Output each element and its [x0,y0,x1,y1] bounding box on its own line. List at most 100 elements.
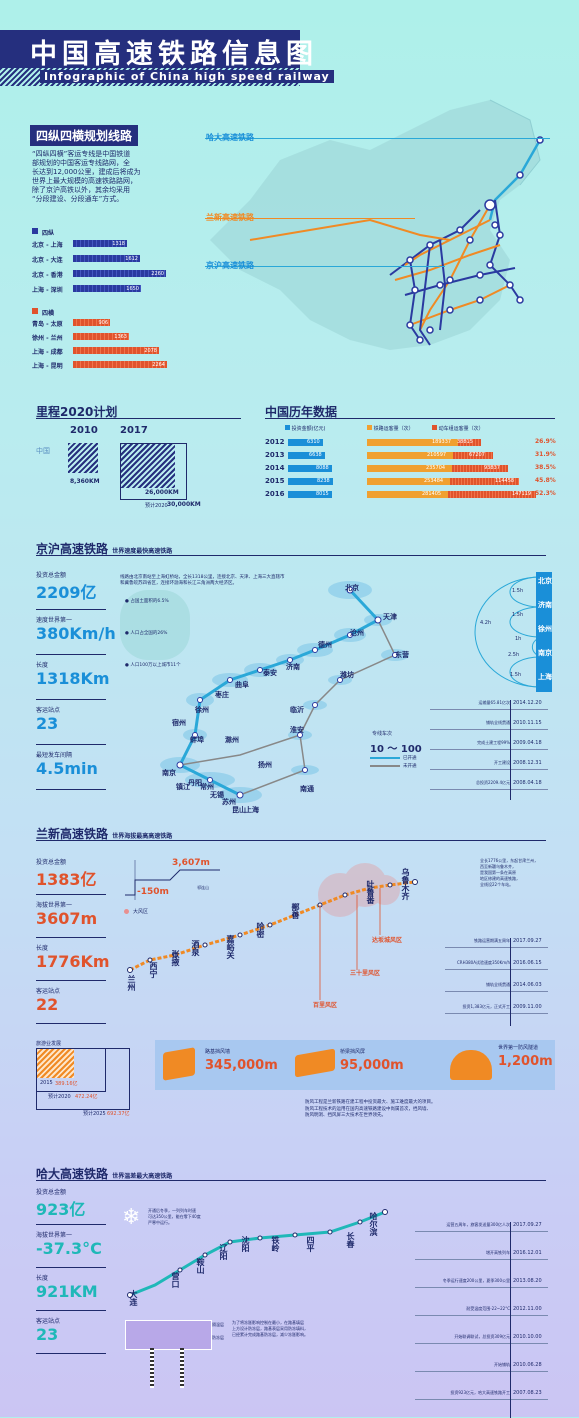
cold-desc-line: 开通后冬季，一列列车时速 [148,1208,196,1213]
history-year: 2016 [265,490,285,498]
city-label: 东营 [395,651,409,659]
timeline-date: 2010.11.15 [513,720,542,726]
route-name: 上海 - 深圳 [32,287,63,294]
emu-percent: 31.9% [535,451,556,458]
jinghu-title-text: 京沪高速铁路 [36,542,109,556]
divider [36,555,546,556]
timeline-divider [445,991,548,992]
total-value: 235704 [426,465,446,471]
timeline-divider [415,1399,548,1400]
facility-value: 1,200m [498,1054,553,1069]
timeline-divider [415,1315,548,1316]
radial-city: 上海 [538,673,552,681]
plan-desc-line: “四纵四横”客运专线是中国铁道 [32,150,131,158]
note-text: 人口100万以上城市11个 [130,663,181,668]
note-text: 占国土面积的6.5% [130,599,169,604]
pillar-desc-line: 上方设计防冻层，路基表层采用防冻填料， [232,1326,308,1331]
stat-label: 海拔世界第一 [36,1232,73,1239]
history-year: 2012 [265,438,285,446]
route-bar [73,319,110,326]
total-value: 189337 [432,439,452,445]
history-title: 中国历年数据 [265,405,338,419]
stat-value: 923亿 [36,1200,86,1219]
timeline-date: 2008.04.18 [513,780,542,786]
map-leader-lanxin [205,218,415,219]
city-label: 长春 [346,1232,355,1248]
total-value: 281405 [422,491,442,497]
legend-planned-line [370,765,400,767]
pillar-note: 隔温层 [212,1322,224,1327]
timeline-date: 2010.10.00 [513,1334,542,1340]
legend-range: 10 ～ 100 [370,744,422,755]
route-name: 徐州 - 兰州 [32,335,63,342]
stat-divider [36,894,106,895]
history-year: 2015 [265,477,285,485]
year-2010: 2010 [70,425,98,436]
wind-area-label: 达坂城风区 [372,937,403,944]
snowflake-icon: ❄ [122,1205,141,1230]
timeline-axis [510,938,511,1026]
stat-value: 4.5min [36,759,98,778]
emu-bar [450,478,519,485]
emu-percent: 45.8% [535,477,556,484]
invest-value: 8238 [317,478,330,484]
lanxin-route-map [127,863,418,1000]
timeline-text: 铁路运营期满五周年 [474,938,510,943]
history-legend-total: 铁路运客量（次） [367,425,414,432]
city-label: 嘉峪关 [226,935,235,959]
lanxin-desc-line: 全线设22个车站。 [480,882,514,887]
stat-label: 长度 [36,945,49,952]
jinghu-note: ● 人口占全国的26% [125,631,168,636]
divider [36,418,241,419]
timeline-text: 开始铺轨 [494,1362,510,1367]
city-label: 昆山 [232,806,246,814]
total-bar [367,478,519,485]
country-label: 中国 [36,447,50,455]
city-label: 鄯善 [291,903,300,919]
route-name: 青岛 - 太原 [32,321,63,328]
invest-bar [288,452,325,459]
timeline-divider [445,969,548,970]
pillar-description: 为了将冻胀影响控制在最小，在路基填层 上方设计防冻层，路基表层采用防冻填料， 已… [232,1320,312,1338]
hada-title-text: 哈大高速铁路 [36,1167,109,1181]
map-stations [406,136,544,344]
emu-bar [458,439,481,446]
stat-value: 22 [36,995,59,1014]
tourism-2020-value: 472.24亿 [75,1094,98,1100]
map-label-jinghu: 京沪高速铁路 [206,261,254,270]
mileage-2010-value: 8,360KM [70,478,100,485]
timeline-text: 冬季运行速度200公里，夏季300公里 [442,1278,510,1283]
route-value: 1363 [114,334,127,340]
plan-desc-line: 世界上最大规模的高速铁路路网， [32,177,137,185]
travel-time: 1.5h [512,612,524,618]
cold-description: 开通后冬季，一列列车时速 可达350公里，能在零下40度 严寒中运行。 [148,1208,238,1226]
city-label: 南京 [162,769,176,777]
city-label: 济南 [286,663,300,671]
stat-divider [36,609,106,610]
stat-value: 23 [36,1325,59,1344]
route-value: 1612 [125,256,138,262]
timeline-text: 铺轨全线贯通 [486,982,510,987]
pillar-note: 防冻层 [212,1335,224,1340]
stat-label: 长度 [36,662,49,669]
city-label: 丹阳 [188,779,202,787]
timeline-divider [430,729,548,730]
pillar-desc-line: 为了将冻胀影响控制在最小，在路基填层 [232,1320,304,1325]
divider [265,418,555,419]
plan-desc-line: 部规划的中国客运专线路网，全 [32,159,130,167]
city-label: 铁岭 [271,1236,280,1252]
map-leader-jinghu [205,266,445,267]
wind-area-label: 三十里风区 [350,970,381,977]
title-banner [0,30,300,68]
city-label: 扬州 [258,761,272,769]
travel-time: 1.5h [512,588,524,594]
city-label: 西宁 [149,962,158,978]
stat-label: 客运站点 [36,988,61,995]
route-value: 2078 [144,348,157,354]
city-label: 泰安 [263,669,277,677]
stat-value: 23 [36,714,59,733]
invest-bar [288,465,332,472]
altitude-unit: 祁连山 [197,885,209,890]
stat-label: 长度 [36,1275,49,1282]
city-label: 淮安 [290,726,304,734]
